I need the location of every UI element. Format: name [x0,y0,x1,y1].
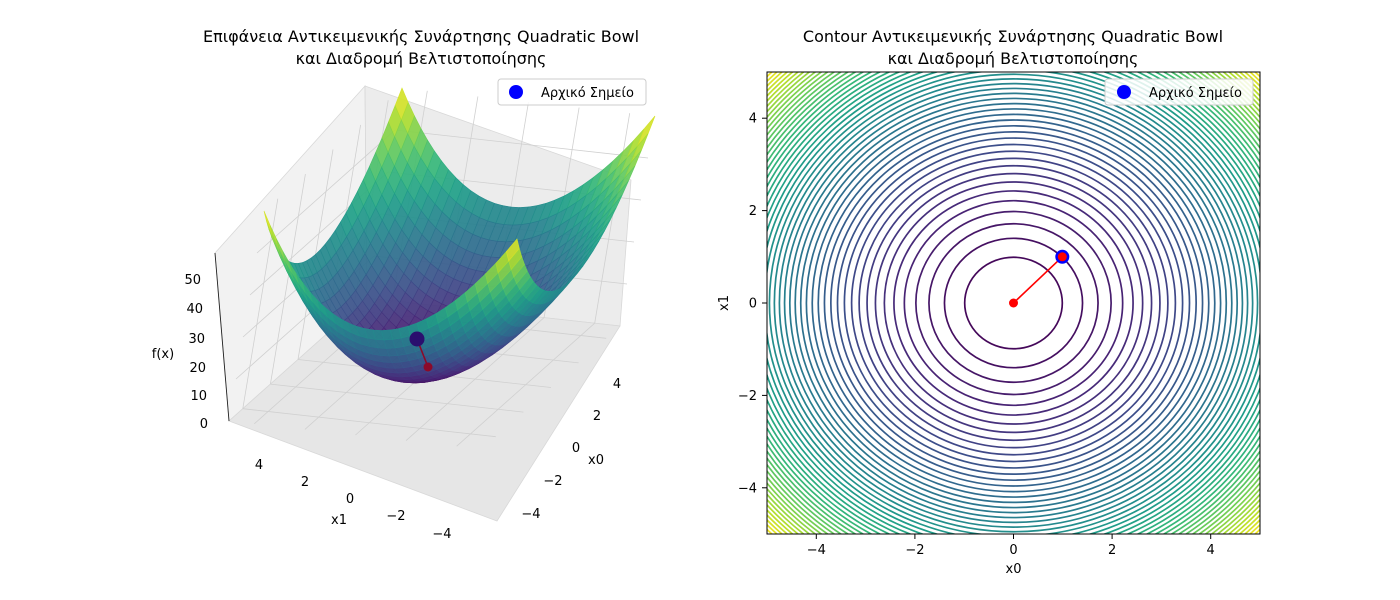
contour-x-ticks [815,534,1212,539]
quadratic-bowl-surface [263,87,656,384]
surface-legend: Αρχικό Σημείο [497,78,647,106]
contour-y-axis-label: x1 [717,295,732,311]
grid-line [456,322,595,447]
z-tick-label: 0 [200,417,208,432]
x0-ticks: −4 −2 0 2 4 [521,377,621,522]
surface-patch [637,115,656,147]
surface-chart: Επιφάνεια Αντικειμενικής Συνάρτησης Quad… [152,27,656,542]
x1-axis-label: x1 [331,513,347,528]
z-axis-label: f(x) [152,347,174,362]
z-axis-line [214,252,230,422]
contour-level-line [817,119,1210,487]
contour-y-tick-label: 0 [749,297,757,312]
contour-level-line [893,190,1134,416]
contour-y-tick-label: 2 [749,204,757,219]
grid-line [394,129,649,159]
contour-chart: Contour Αντικειμενικής Συνάρτησης Quadra… [717,27,1261,577]
x1-tick-label: −4 [432,527,451,542]
floor-pane [228,297,621,522]
contour-level-line [903,199,1124,407]
contour-x-tick-label: −2 [905,543,924,558]
contour-level-line [778,82,1249,524]
contour-level-line [794,97,1233,509]
x0-tick-label: 2 [593,409,601,424]
contour-level-line [836,137,1191,469]
contour-level-line [799,102,1228,504]
contour-y-tick-label: 4 [749,112,757,127]
legend-marker [509,85,523,99]
contour-level-line [783,87,1244,519]
contour-level-line [843,143,1184,463]
contour-level-line [866,164,1161,442]
x1-tick-label: 2 [301,475,309,490]
contour-x-tick-label: 4 [1207,543,1215,558]
contour-title-line1: Contour Αντικειμενικής Συνάρτησης Quadra… [803,27,1223,46]
contour-x-tick-label: 0 [1009,543,1017,558]
contour-y-tick-label: −2 [738,389,757,404]
surface-patch [505,238,520,262]
x0-tick-label: 4 [613,377,621,392]
contour-legend: Αρχικό Σημείο [1104,78,1254,106]
contour-x-tick-label: 2 [1108,543,1116,558]
x0-tick-label: −4 [521,507,540,522]
legend-marker [1117,85,1131,99]
contour-level-line [928,222,1099,384]
contour-level-line [915,210,1112,396]
contour-optimization-path [1012,256,1063,304]
contour-x-tick-label: −4 [807,543,826,558]
contour-y-tick-label: −4 [738,482,757,497]
z-ticks: 0 10 20 30 40 50 [184,273,208,432]
contour-path-end-point [1009,298,1018,308]
x0-tick-label: −2 [543,474,562,489]
contour-level-line [811,113,1216,493]
surface-title-line1: Επιφάνεια Αντικειμενικής Συνάρτησης Quad… [203,27,639,46]
contour-level-line [773,78,1254,528]
z-tick-label: 40 [186,302,203,317]
contour-level-line [963,256,1064,350]
contour-x-axis-label: x0 [1006,562,1022,577]
contour-title-line2: και Διαδρομή Βελτιστοποίησης [888,49,1139,68]
x1-tick-label: 4 [255,458,263,473]
legend-label: Αρχικό Σημείο [1149,86,1242,101]
contour-level-line [768,73,1259,533]
surface-title-line2: και Διαδρομή Βελτιστοποίησης [296,49,547,68]
contour-level-line [883,181,1144,425]
x1-ticks: 4 2 0 −2 −4 [255,458,452,542]
contour-level-line [858,157,1169,449]
x1-tick-label: −2 [386,509,405,524]
contour-level-line [823,124,1204,482]
contour-y-ticks [762,117,767,489]
grid-line [256,129,396,254]
x0-tick-label: 0 [572,441,580,456]
x1-tick-label: 0 [346,492,354,507]
z-tick-label: 20 [189,361,206,376]
contour-level-line [874,172,1153,434]
grid-line [405,317,545,441]
contour-lines [767,72,1260,534]
z-tick-label: 50 [184,273,201,288]
surface-path-end-point [423,362,433,372]
z-tick-label: 30 [188,332,205,347]
surface-start-point [409,331,425,347]
grid-line [594,113,631,324]
legend-label: Αρχικό Σημείο [541,86,634,101]
grid-line [270,174,306,385]
contour-level-line [805,108,1222,498]
contour-level-line [850,150,1177,456]
contour-path-point [1057,252,1067,262]
contour-level-line [830,130,1197,476]
contour-level-line [943,237,1084,369]
contour-level-line [788,92,1239,514]
x0-axis-label: x0 [588,453,604,468]
z-tick-label: 10 [190,389,207,404]
